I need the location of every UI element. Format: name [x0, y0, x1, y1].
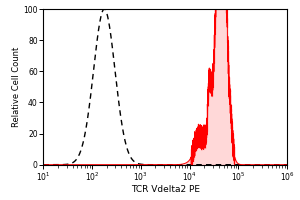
Y-axis label: Relative Cell Count: Relative Cell Count [12, 47, 21, 127]
X-axis label: TCR Vdelta2 PE: TCR Vdelta2 PE [131, 185, 200, 194]
